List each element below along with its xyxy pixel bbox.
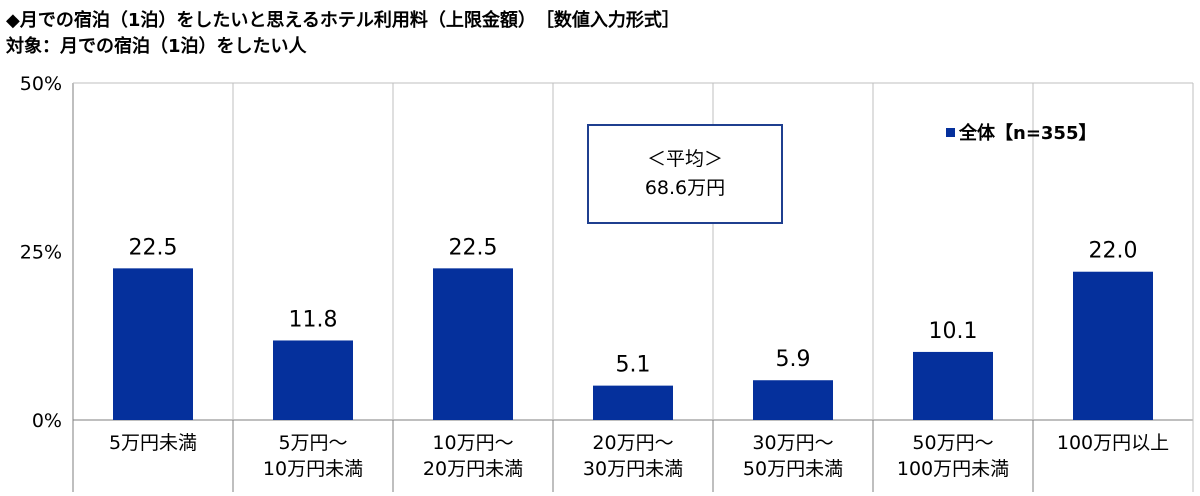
x-tick-label: 100万円以上 bbox=[1057, 432, 1169, 454]
bar bbox=[433, 268, 513, 420]
x-tick-label: 100万円未満 bbox=[897, 458, 1009, 480]
x-tick-label: 10万円～ bbox=[432, 432, 513, 454]
average-note-value: 68.6万円 bbox=[645, 177, 725, 199]
x-tick-label: 20万円未満 bbox=[423, 458, 523, 480]
x-tick-label: 30万円～ bbox=[752, 432, 833, 454]
y-tick-label: 0% bbox=[32, 410, 62, 432]
bar bbox=[593, 385, 673, 420]
x-tick-label: 20万円～ bbox=[592, 432, 673, 454]
chart-subtitle: 対象：月での宿泊（1泊）をしたい人 bbox=[6, 36, 307, 57]
x-tick-label: 30万円未満 bbox=[583, 458, 683, 480]
bar bbox=[273, 340, 353, 420]
data-label: 22.5 bbox=[449, 235, 498, 260]
y-tick-label: 25% bbox=[20, 242, 62, 264]
x-axis-labels: 5万円未満 5万円～ 10万円未満 10万円～ 20万円未満 20万円～ 30万円未満 30万… bbox=[109, 432, 1169, 480]
y-axis-ticks: 0% 25% 50% bbox=[20, 73, 62, 432]
average-note-label: ＜平均＞ bbox=[647, 148, 723, 170]
legend: 全体【n=355】 bbox=[946, 122, 1096, 144]
legend-label: 全体【n=355】 bbox=[958, 122, 1096, 144]
data-label: 22.5 bbox=[129, 235, 178, 260]
x-tick-label: 5万円～ bbox=[278, 432, 347, 454]
chart-title: ◆月での宿泊（1泊）をしたいと思えるホテル利用料（上限金額） ［数値入力形式］ bbox=[6, 10, 680, 31]
data-label: 5.1 bbox=[616, 353, 651, 378]
bar bbox=[753, 380, 833, 420]
y-tick-label: 50% bbox=[20, 73, 62, 95]
data-label: 22.0 bbox=[1089, 239, 1138, 264]
data-label: 5.9 bbox=[776, 347, 811, 372]
average-note: ＜平均＞ 68.6万円 bbox=[587, 124, 783, 224]
legend-swatch bbox=[946, 128, 955, 137]
data-label: 10.1 bbox=[929, 319, 978, 344]
bar bbox=[1073, 271, 1153, 420]
x-tick-label: 50万円～ bbox=[912, 432, 993, 454]
x-tick-label: 50万円未満 bbox=[743, 458, 843, 480]
bar bbox=[113, 268, 193, 420]
average-note-box bbox=[587, 124, 783, 224]
x-tick-label: 10万円未満 bbox=[263, 458, 363, 480]
x-tick-label: 5万円未満 bbox=[109, 432, 197, 454]
bars bbox=[113, 268, 1153, 420]
data-label: 11.8 bbox=[289, 307, 338, 332]
bar bbox=[913, 351, 993, 420]
data-labels: 22.5 11.8 22.5 5.1 5.9 10.1 22.0 bbox=[129, 235, 1138, 377]
